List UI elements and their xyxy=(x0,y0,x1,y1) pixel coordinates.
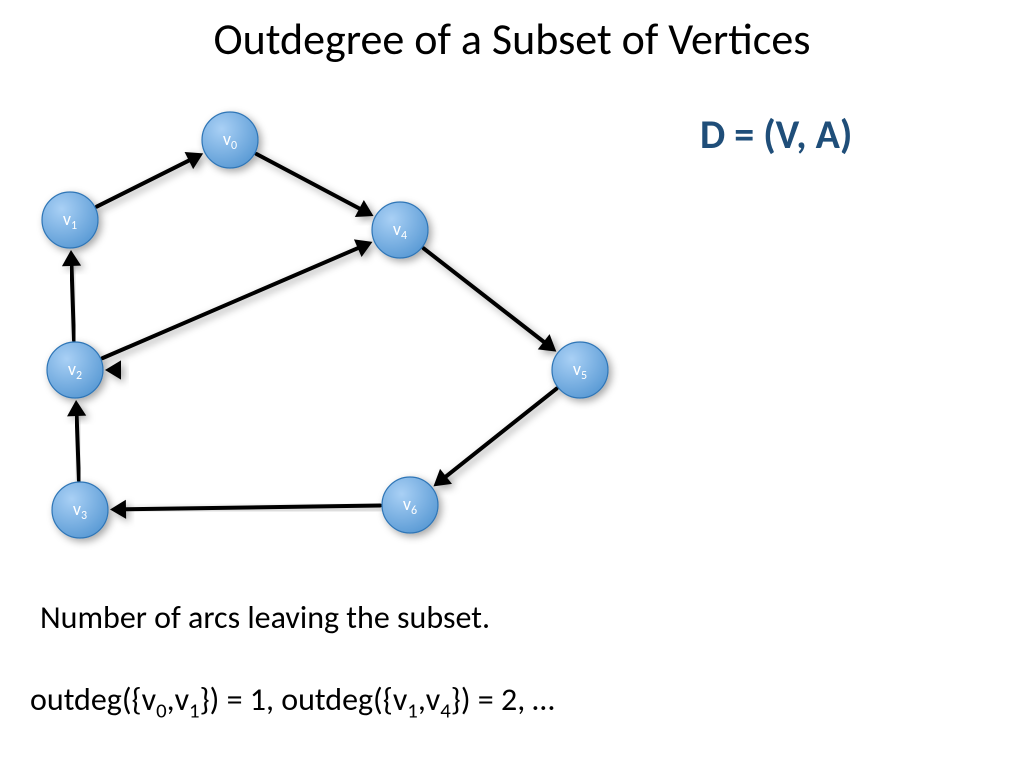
arrowhead-icon xyxy=(105,360,121,379)
graph-node-v2: v2 xyxy=(47,342,103,398)
graph-node-v5: v5 xyxy=(552,342,608,398)
arrowhead-icon xyxy=(110,500,126,519)
graph-node-v1: v1 xyxy=(42,192,98,248)
edge xyxy=(446,389,556,477)
graph-node-v4: v4 xyxy=(372,202,428,258)
slide-title: Outdegree of a Subset of Vertices xyxy=(0,12,1024,66)
caption-definition: Number of arcs leaving the subset. xyxy=(40,598,490,637)
directed-graph: v0 v1 v2 v3 v4 v5 v6 xyxy=(20,80,660,580)
edge xyxy=(257,154,360,208)
arrowhead-icon xyxy=(62,250,81,266)
edge xyxy=(103,248,358,358)
graph-node-v3: v3 xyxy=(52,482,108,538)
edge xyxy=(424,248,544,341)
graph-node-v0: v0 xyxy=(202,112,258,168)
edge xyxy=(77,416,79,480)
edge xyxy=(97,161,189,207)
edge xyxy=(72,266,74,340)
caption-examples: outdeg({v0,v1}) = 1, outdeg({v1,v4}) = 2… xyxy=(30,680,555,723)
edge xyxy=(126,505,380,509)
graph-equation: D = (V, A) xyxy=(700,110,852,159)
arrowhead-icon xyxy=(67,400,86,416)
arrowhead-icon xyxy=(538,334,557,351)
graph-node-v6: v6 xyxy=(382,477,438,533)
